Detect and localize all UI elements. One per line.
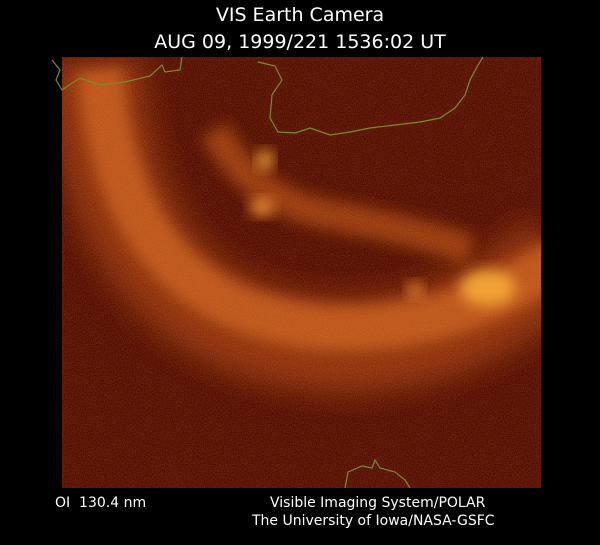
filter-label: OI 130.4 nm: [55, 495, 147, 511]
coastline: [51, 56, 484, 489]
credit: The University of Iowa/NASA-GSFC: [252, 513, 495, 529]
timestamp: AUG 09, 1999/221 1536:02 UT: [154, 31, 446, 53]
aurora: [62, 57, 541, 488]
title: VIS Earth Camera: [215, 4, 385, 26]
credit: Visible Imaging System/POLAR: [270, 495, 486, 511]
